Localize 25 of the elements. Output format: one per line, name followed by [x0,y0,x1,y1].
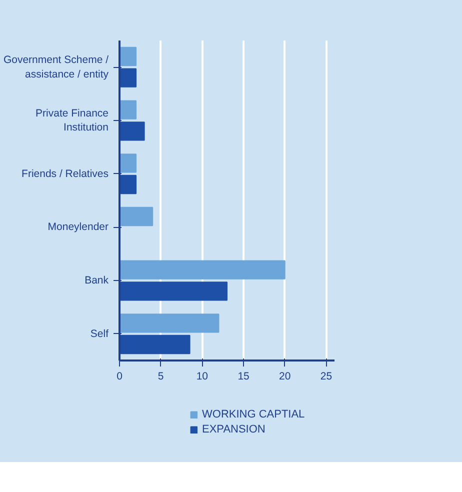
bar [120,206,154,226]
x-tick-label: 15 [238,370,250,382]
legend-label: WORKING CAPTIAL [202,408,306,420]
x-tick-label: 20 [279,370,291,382]
x-tick-label: 10 [196,370,208,382]
x-tick-label: 0 [116,370,123,382]
bar [120,334,190,354]
bar [120,122,145,141]
bar [120,46,137,66]
bar [120,154,137,173]
y-tick-label: Government Scheme / assistance / entity [3,54,110,80]
bar [120,100,137,120]
y-tick-label: Friends / Relatives [22,168,109,180]
bar [120,314,220,333]
bar [120,174,137,194]
y-tick-label: Moneylender [48,221,110,234]
bar [120,68,137,88]
x-tick-label: 5 [158,370,164,382]
bar [120,260,286,280]
x-tick-label: 25 [320,370,332,382]
y-tick-label: Bank [84,274,110,286]
legend-label: EXPANSION [202,424,266,436]
y-tick-label: Self [90,328,109,340]
y-tick-label: Private Finance Institution [36,107,109,134]
bar [120,282,228,301]
